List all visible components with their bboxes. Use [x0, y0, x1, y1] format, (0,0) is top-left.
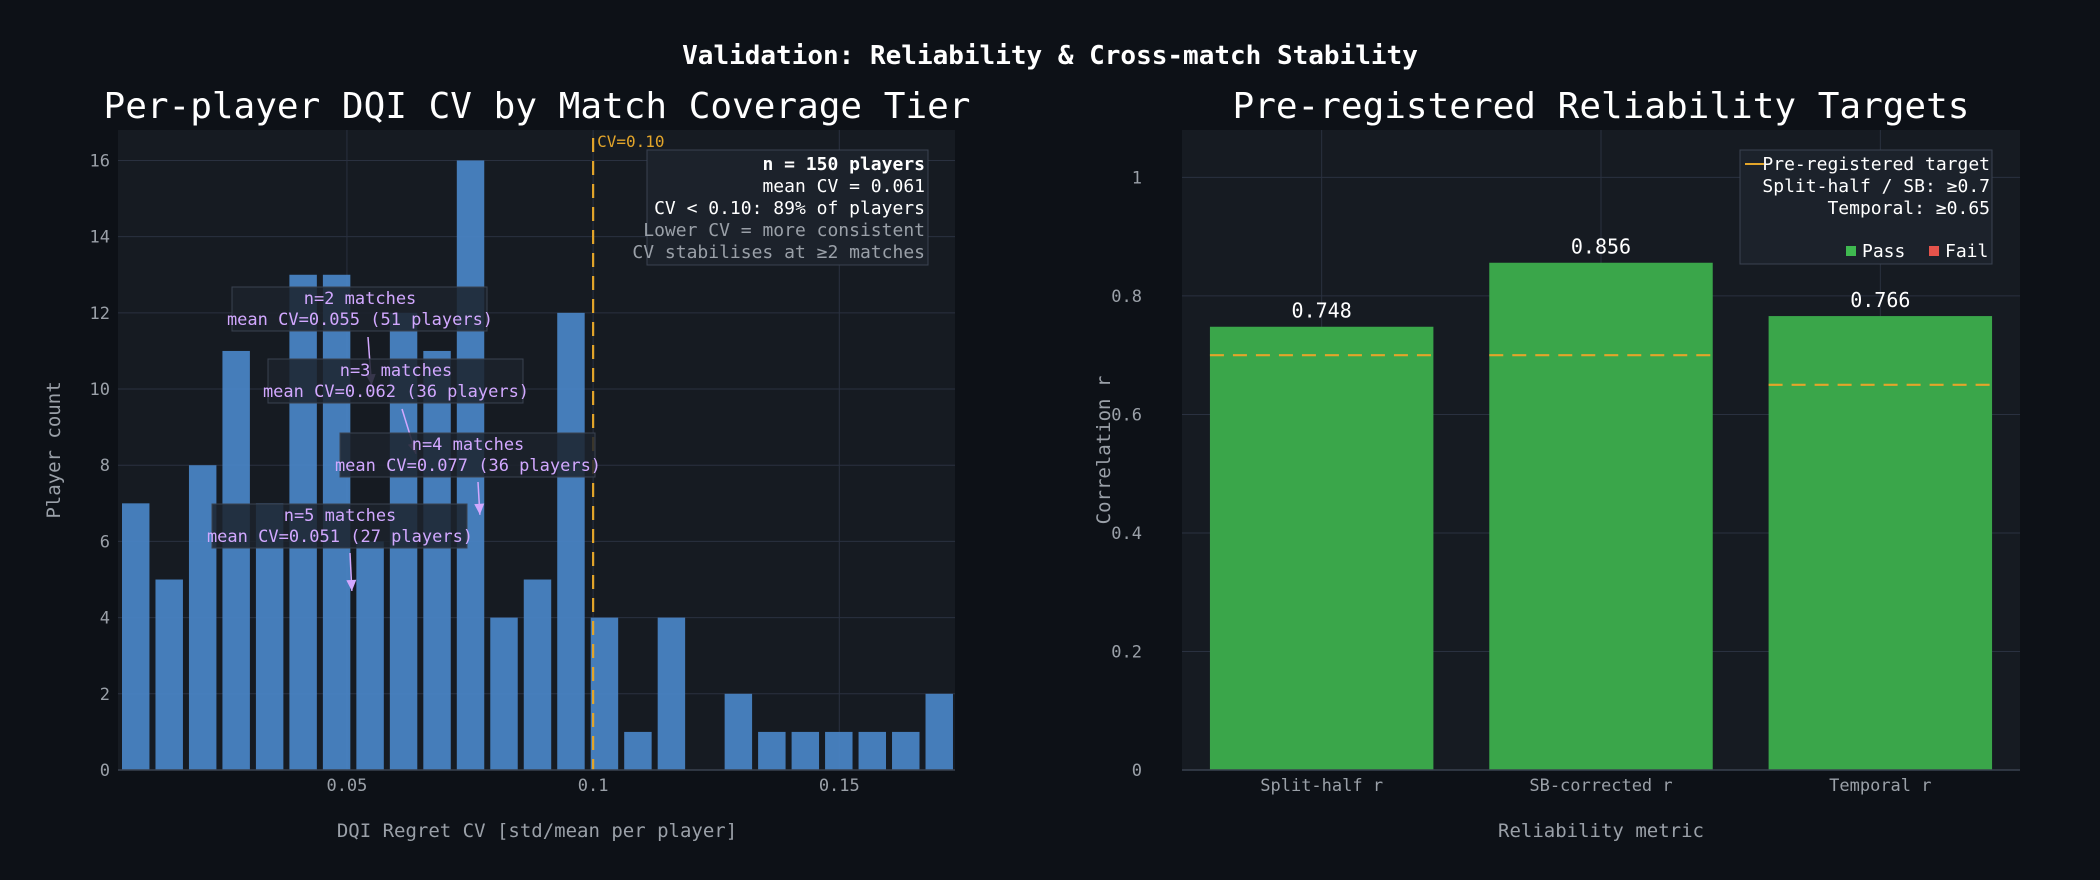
reliability-panel: 0.748 0.856 0.766 0 0.2 0.4 0.6 0.8 1 Split-half…	[1093, 86, 2020, 842]
histogram-bar	[624, 731, 652, 770]
histogram-bar	[858, 731, 887, 770]
histogram-tick-labels: 0 2 4 6 8 10 12 14 16 0.05 0.1 0.15	[90, 151, 860, 796]
histogram-bar	[121, 503, 150, 770]
histogram-bar	[758, 731, 786, 770]
legend-target-line2: Split-half / SB: ≥0.7	[1762, 176, 1990, 197]
reliability-x-label: Reliability metric	[1498, 820, 1704, 842]
reliability-bar	[1209, 326, 1434, 770]
annotation-label: mean CV=0.062 (36 players)	[263, 382, 529, 402]
y-tick-label: 10	[90, 380, 110, 400]
x-tick-label: SB-corrected r	[1529, 776, 1672, 796]
y-tick-label: 0	[1132, 761, 1142, 781]
x-tick-label: 0.1	[578, 776, 609, 796]
histogram-bar	[423, 350, 451, 770]
histogram-bar	[356, 541, 384, 770]
legend-target-line3: Temporal: ≥0.65	[1827, 198, 1990, 219]
histogram-bar	[155, 579, 183, 770]
histogram-stats-box: n = 150 players mean CV = 0.061 CV < 0.1…	[632, 149, 929, 266]
histogram-title: Per-player DQI CV by Match Coverage Tier	[104, 86, 971, 127]
legend-frame	[1739, 149, 1993, 265]
annotation-label: mean CV=0.077 (36 players)	[335, 456, 601, 476]
y-tick-label: 0.2	[1111, 642, 1142, 662]
stats-box-line: CV < 0.10: 89% of players	[654, 198, 925, 219]
tier-annotation-n5: n=5 matches mean CV=0.051 (27 players)	[207, 503, 473, 591]
reliability-bar	[1489, 262, 1713, 770]
stats-box-frame	[646, 149, 929, 266]
y-tick-label: 0.8	[1111, 287, 1142, 307]
y-tick-label: 16	[90, 151, 110, 171]
tier-annotation-n2: n=2 matches mean CV=0.055 (51 players)	[227, 286, 493, 386]
x-tick-label: 0.15	[819, 776, 860, 796]
reliability-y-label: Correlation r	[1093, 376, 1115, 525]
y-tick-label: 0.6	[1111, 405, 1142, 425]
annotation-label: n=4 matches	[412, 435, 525, 455]
y-tick-label: 4	[100, 609, 110, 629]
y-tick-label: 1	[1132, 168, 1142, 188]
cv-threshold-line: CV=0.10	[592, 132, 665, 770]
stats-box-line: mean CV = 0.061	[762, 176, 925, 197]
histogram-y-label: Player count	[43, 381, 65, 518]
stats-box-line: n = 150 players	[762, 154, 925, 175]
annotation-box	[339, 432, 596, 478]
tier-annotation-n4: n=4 matches mean CV=0.077 (36 players)	[335, 432, 601, 515]
x-tick-label: Temporal r	[1829, 776, 1931, 796]
x-tick-label: 0.05	[326, 776, 367, 796]
histogram-x-label: DQI Regret CV [std/mean per player]	[337, 820, 737, 842]
annotation-label: n=3 matches	[340, 361, 453, 381]
histogram-bar	[557, 312, 585, 770]
reliability-tick-labels: 0 0.2 0.4 0.6 0.8 1 Split-half r SB-corrected r…	[1111, 168, 1931, 796]
legend-target-label: Pre-registered target	[1762, 154, 1990, 175]
histogram-bar	[523, 579, 552, 770]
reliability-title: Pre-registered Reliability Targets	[1233, 86, 1970, 127]
histogram-bar	[825, 731, 853, 770]
legend-fail-swatch	[1929, 246, 1939, 256]
annotation-box	[211, 503, 468, 549]
annotation-box	[231, 286, 488, 332]
x-tick-label: Split-half r	[1260, 776, 1383, 796]
bar-value-label: 0.766	[1850, 288, 1910, 312]
stats-box-line: Lower CV = more consistent	[643, 220, 925, 241]
y-tick-label: 0.4	[1111, 524, 1142, 544]
legend-pass-label: Pass	[1862, 241, 1905, 262]
tier-annotation-n3: n=3 matches mean CV=0.062 (36 players)	[263, 358, 529, 455]
histogram-bar	[657, 617, 686, 770]
annotation-label: mean CV=0.055 (51 players)	[227, 310, 493, 330]
annotation-box	[267, 358, 524, 404]
bar-value-label: 0.748	[1292, 299, 1352, 323]
y-tick-label: 2	[100, 685, 110, 705]
annotation-arrowhead	[474, 503, 485, 515]
reliability-bars: 0.748 0.856 0.766	[1209, 235, 1993, 770]
y-tick-label: 8	[100, 456, 110, 476]
y-tick-label: 12	[90, 304, 110, 324]
legend-pass-swatch	[1846, 246, 1856, 256]
annotation-label: n=2 matches	[304, 289, 417, 309]
reliability-bar	[1768, 316, 1993, 770]
reliability-legend: Pre-registered target Split-half / SB: ≥…	[1739, 149, 1993, 265]
threshold-label: CV=0.10	[597, 132, 664, 151]
stats-box-line: CV stabilises at ≥2 matches	[632, 242, 925, 263]
y-tick-label: 6	[100, 532, 110, 552]
y-tick-label: 0	[100, 761, 110, 781]
y-tick-label: 14	[90, 228, 110, 248]
histogram-bar	[791, 731, 820, 770]
tier-annotations: n=2 matches mean CV=0.055 (51 players) n…	[207, 286, 601, 591]
figure-suptitle: Validation: Reliability & Cross-match St…	[682, 41, 1418, 71]
histogram-bar	[892, 731, 920, 770]
histogram-bar	[590, 617, 619, 770]
annotation-arrowhead	[346, 579, 357, 591]
annotation-label: n=5 matches	[284, 506, 397, 526]
histogram-bar	[925, 693, 953, 770]
histogram-bar	[724, 693, 753, 770]
bar-value-label: 0.856	[1571, 235, 1631, 259]
histogram-bar	[490, 617, 518, 770]
histogram-bar	[222, 350, 250, 770]
annotation-label: mean CV=0.051 (27 players)	[207, 527, 473, 547]
legend-fail-label: Fail	[1945, 241, 1988, 262]
cv-histogram-panel: CV=0.10 0 2 4 6 8 10 12 14 16 0.05 0.1 0.15 Per-pla…	[43, 86, 970, 842]
